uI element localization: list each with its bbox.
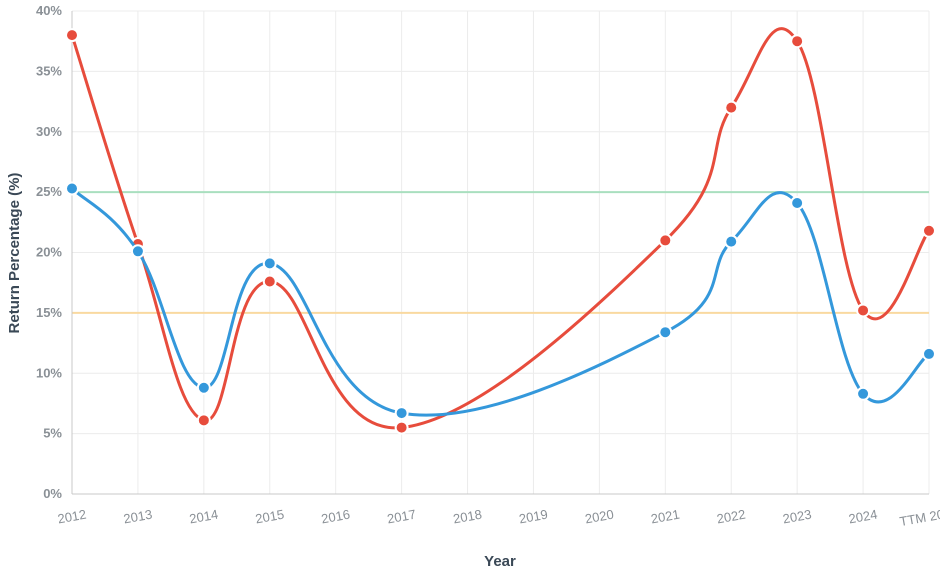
x-tick-label: 2019 (518, 507, 549, 527)
x-tick-label: 2022 (716, 507, 747, 527)
y-tick-label: 5% (43, 426, 62, 441)
x-tick-label: 2018 (452, 507, 483, 527)
data-point (65, 181, 79, 196)
x-tick-label: 2014 (188, 507, 219, 527)
data-point (790, 195, 805, 210)
series-layer (65, 27, 936, 435)
data-point (790, 34, 805, 49)
data-point (922, 346, 936, 361)
data-point (658, 325, 673, 340)
data-point (724, 100, 739, 115)
x-tick-label: 2024 (847, 507, 878, 527)
x-tick-label: 2021 (650, 507, 681, 527)
data-point (262, 274, 277, 289)
data-point (196, 380, 211, 395)
y-tick-label: 10% (36, 365, 62, 380)
y-tick-label: 35% (36, 63, 62, 78)
x-tick-label: 2015 (254, 507, 285, 527)
y-tick-label: 30% (36, 124, 62, 139)
y-tick-label: 40% (36, 3, 62, 18)
y-tick-label: 15% (36, 305, 62, 320)
y-tick-label: 25% (36, 184, 62, 199)
x-tick-label: 2017 (386, 507, 417, 527)
data-point (856, 386, 871, 401)
data-point (394, 420, 409, 435)
series-group (65, 181, 936, 421)
data-point (394, 406, 409, 421)
reference-lines (72, 191, 929, 314)
x-axis-title: Year (484, 553, 516, 570)
data-point (130, 244, 145, 259)
data-point (658, 233, 673, 248)
x-tick-label: 2012 (56, 507, 87, 527)
x-tick-label: 2020 (584, 507, 615, 527)
x-tick-label: TTM 2025 (898, 504, 940, 529)
series-line (70, 187, 931, 417)
y-axis-title: Return Percentage (%) (6, 173, 23, 334)
tick-labels: 0% 5% 10% 15% 20% 25% 30% 35% 40% 2012 2013 2014 201… (36, 3, 940, 529)
data-point (262, 256, 277, 271)
x-tick-label: 2016 (320, 507, 351, 527)
x-tick-label: 2023 (782, 507, 813, 527)
x-tick-label: 2013 (122, 507, 153, 527)
y-tick-label: 20% (36, 245, 62, 260)
data-point (922, 223, 936, 238)
data-point (65, 28, 79, 43)
y-tick-label: 0% (43, 486, 62, 501)
axes (71, 11, 929, 495)
data-point (196, 413, 211, 428)
data-point (856, 303, 871, 318)
series-line (70, 27, 931, 430)
data-point (724, 234, 739, 249)
